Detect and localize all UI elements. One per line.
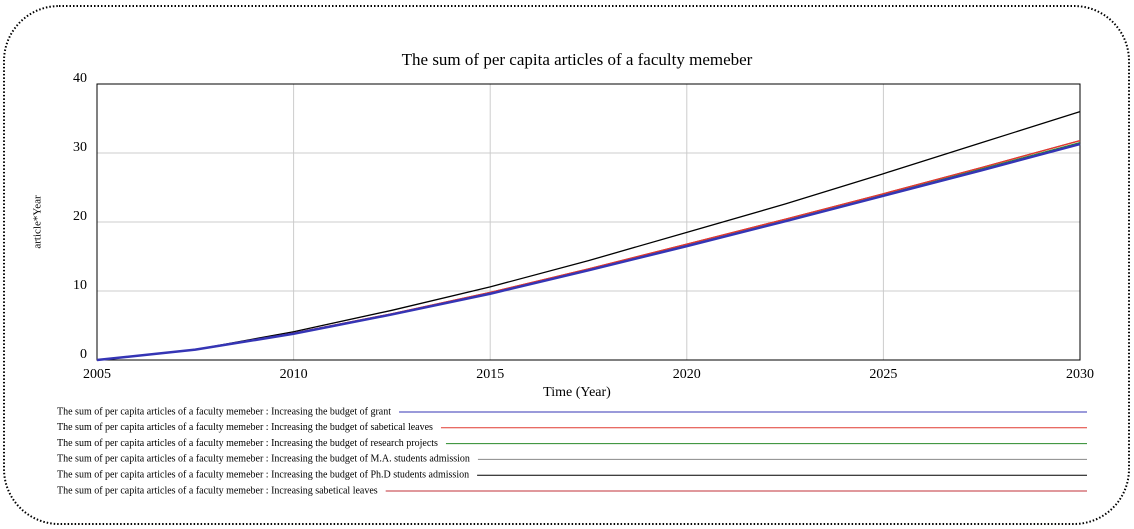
x-tick-label: 2015 [476,367,504,382]
x-tick-label: 2030 [1066,367,1094,382]
chart-title: The sum of per capita articles of a facu… [402,50,753,69]
y-tick-label: 20 [73,209,87,224]
legend-label: The sum of per capita articles of a facu… [57,406,391,417]
x-tick-label: 2020 [673,367,701,382]
y-axis-label: article*Year [32,195,44,249]
frame [3,5,1130,525]
series-line [96,142,1081,362]
y-tick-label: 30 [73,140,87,155]
series-line [96,139,1081,361]
plot-border [96,83,1081,361]
x-tick-label: 2025 [869,367,897,382]
x-tick-label: 2010 [280,367,308,382]
legend-label: The sum of per capita articles of a facu… [57,469,469,480]
series-line [96,143,1081,361]
legend-label: The sum of per capita articles of a facu… [57,438,438,449]
x-axis-label: Time (Year) [543,385,611,400]
legend-label: The sum of per capita articles of a facu… [57,454,470,465]
series-line [96,142,1081,361]
x-tick-label: 2005 [83,367,111,382]
series-line [96,139,1081,361]
y-tick-label: 40 [73,71,87,86]
legend-label: The sum of per capita articles of a facu… [57,485,378,496]
y-tick-label: 10 [73,278,87,293]
series-line [96,110,1081,361]
legend-label: The sum of per capita articles of a facu… [57,422,433,433]
y-tick-label: 0 [80,347,87,362]
